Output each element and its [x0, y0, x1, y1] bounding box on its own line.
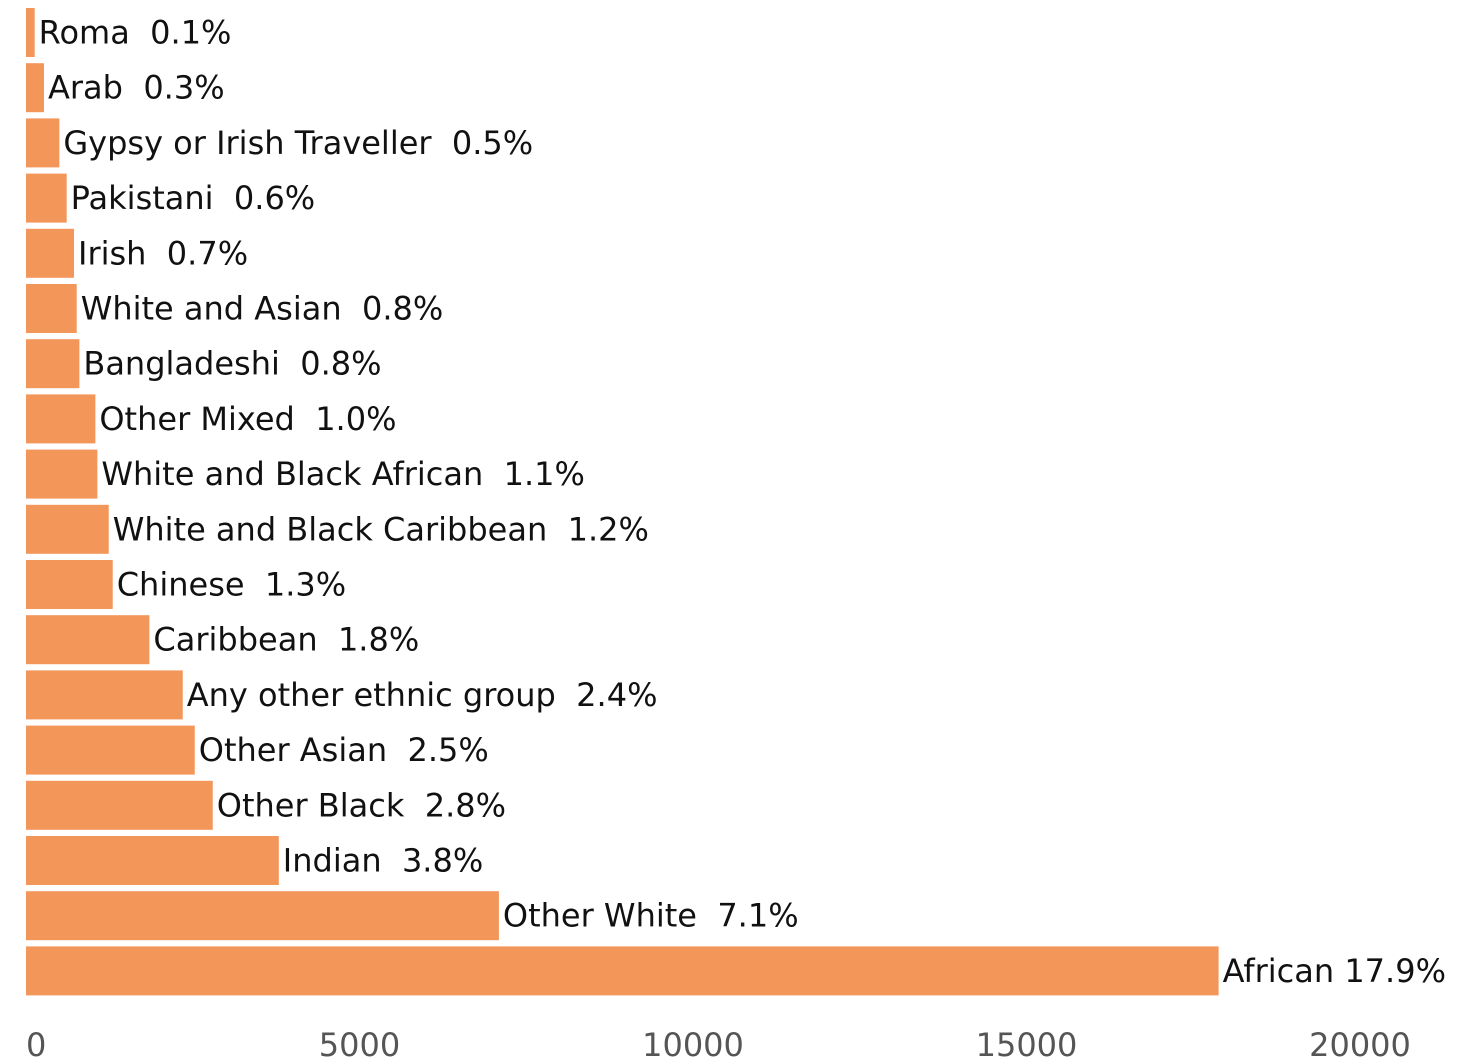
- bar-bangladeshi: [26, 339, 80, 389]
- bar-other-black: [26, 780, 213, 830]
- bar-label: Arab 0.3%: [48, 69, 225, 107]
- x-axis-ticks: 0 5000 10000 15000 20000: [26, 1026, 1411, 1062]
- bar-other-asian: [26, 725, 195, 775]
- bar-caribbean: [26, 615, 150, 665]
- bar-pakistani: [26, 173, 67, 223]
- bar-indian: [26, 836, 279, 885]
- bar-label: Other Mixed 1.0%: [99, 400, 396, 438]
- x-tick-label: 5000: [319, 1026, 400, 1062]
- bar-other-white: [26, 891, 499, 941]
- x-tick-label: 10000: [642, 1026, 744, 1062]
- bar-label: White and Black Caribbean 1.2%: [113, 510, 649, 548]
- bar-chinese: [26, 560, 113, 609]
- x-tick-label: 15000: [976, 1026, 1078, 1062]
- bar-other-mixed: [26, 394, 96, 444]
- bar-label: Pakistani 0.6%: [71, 179, 316, 217]
- bar-label: White and Black African 1.1%: [101, 455, 585, 493]
- bar-gypsy-or-irish-traveller: [26, 118, 60, 168]
- bar-african: [26, 946, 1219, 996]
- bar-white-and-asian: [26, 284, 77, 333]
- bar-label: African 17.9%: [1223, 952, 1446, 990]
- bar-roma: [26, 8, 35, 57]
- bar-label: Caribbean 1.8%: [153, 621, 419, 659]
- bar-label: Roma 0.1%: [39, 14, 232, 52]
- bar-label: Irish 0.7%: [78, 234, 248, 272]
- bars-group: [26, 8, 1219, 996]
- bar-label: Other Black 2.8%: [217, 786, 506, 824]
- x-tick-label: 0: [26, 1026, 46, 1062]
- bar-any-other-ethnic-group: [26, 670, 183, 720]
- bar-label: Other White 7.1%: [503, 897, 799, 935]
- bar-labels-group: Roma 0.1% Arab 0.3% Gypsy or Irish Travell…: [39, 14, 1446, 990]
- bar-label: Other Asian 2.5%: [199, 731, 489, 769]
- bar-arab: [26, 63, 45, 113]
- bar-label: Indian 3.8%: [283, 842, 483, 880]
- bar-irish: [26, 228, 75, 278]
- bar-white-and-black-caribbean: [26, 504, 109, 554]
- bar-label: Any other ethnic group 2.4%: [187, 676, 658, 714]
- bar-label: Gypsy or Irish Traveller 0.5%: [63, 124, 533, 162]
- bar-label: Bangladeshi 0.8%: [83, 345, 381, 383]
- bar-label: Chinese 1.3%: [117, 566, 346, 604]
- bar-label: White and Asian 0.8%: [81, 290, 444, 328]
- x-tick-label: 20000: [1309, 1026, 1411, 1062]
- bar-white-and-black-african: [26, 449, 98, 499]
